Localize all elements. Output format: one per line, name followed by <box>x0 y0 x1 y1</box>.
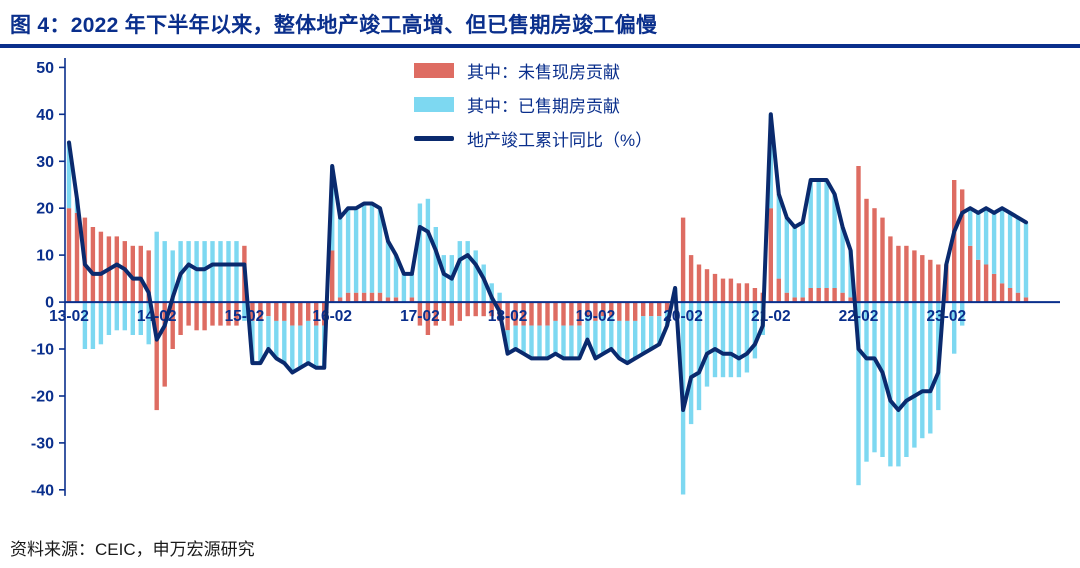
legend-item-unsold: 其中：未售现房贡献 <box>414 58 652 83</box>
svg-text:10: 10 <box>36 248 54 265</box>
svg-text:-30: -30 <box>31 435 54 452</box>
svg-text:50: 50 <box>36 60 54 77</box>
svg-text:15-02: 15-02 <box>225 308 265 325</box>
svg-text:19-02: 19-02 <box>576 308 616 325</box>
svg-text:16-02: 16-02 <box>312 308 352 325</box>
legend-item-presold: 其中：已售期房贡献 <box>414 92 652 117</box>
svg-text:-10: -10 <box>31 342 54 359</box>
legend-item-line: 地产竣工累计同比（%） <box>414 126 652 151</box>
line-swatch-icon <box>414 136 454 141</box>
chart-area: 50 40 30 20 10 0 -10 -20 -30 -40 13-02 14-02 15-02 16… <box>0 48 1080 530</box>
svg-text:21-02: 21-02 <box>751 308 791 325</box>
svg-text:20-02: 20-02 <box>663 308 703 325</box>
svg-text:18-02: 18-02 <box>488 308 528 325</box>
svg-text:-40: -40 <box>31 482 54 499</box>
cyan-bar-swatch-icon <box>414 97 454 112</box>
legend-label-line: 地产竣工累计同比（%） <box>467 131 653 150</box>
svg-text:20: 20 <box>36 201 54 218</box>
svg-text:17-02: 17-02 <box>400 308 440 325</box>
svg-text:22-02: 22-02 <box>839 308 879 325</box>
title-divider <box>0 44 1080 48</box>
svg-text:40: 40 <box>36 107 54 124</box>
figure-header: 图 4：2022 年下半年以来，整体地产竣工高增、但已售期房竣工偏慢 <box>0 0 1080 44</box>
svg-text:13-02: 13-02 <box>49 308 89 325</box>
legend-label-unsold: 其中：未售现房贡献 <box>467 63 620 82</box>
chart-legend: 其中：未售现房贡献 其中：已售期房贡献 地产竣工累计同比（%） <box>414 58 652 151</box>
svg-text:0: 0 <box>45 295 54 312</box>
legend-label-presold: 其中：已售期房贡献 <box>467 97 620 116</box>
source-note: 资料来源：CEIC，申万宏源研究 <box>10 540 255 559</box>
svg-text:-20: -20 <box>31 389 54 406</box>
figure-title: 图 4：2022 年下半年以来，整体地产竣工高增、但已售期房竣工偏慢 <box>10 14 658 37</box>
svg-text:30: 30 <box>36 154 54 171</box>
svg-text:23-02: 23-02 <box>926 308 966 325</box>
red-bar-swatch-icon <box>414 63 454 78</box>
